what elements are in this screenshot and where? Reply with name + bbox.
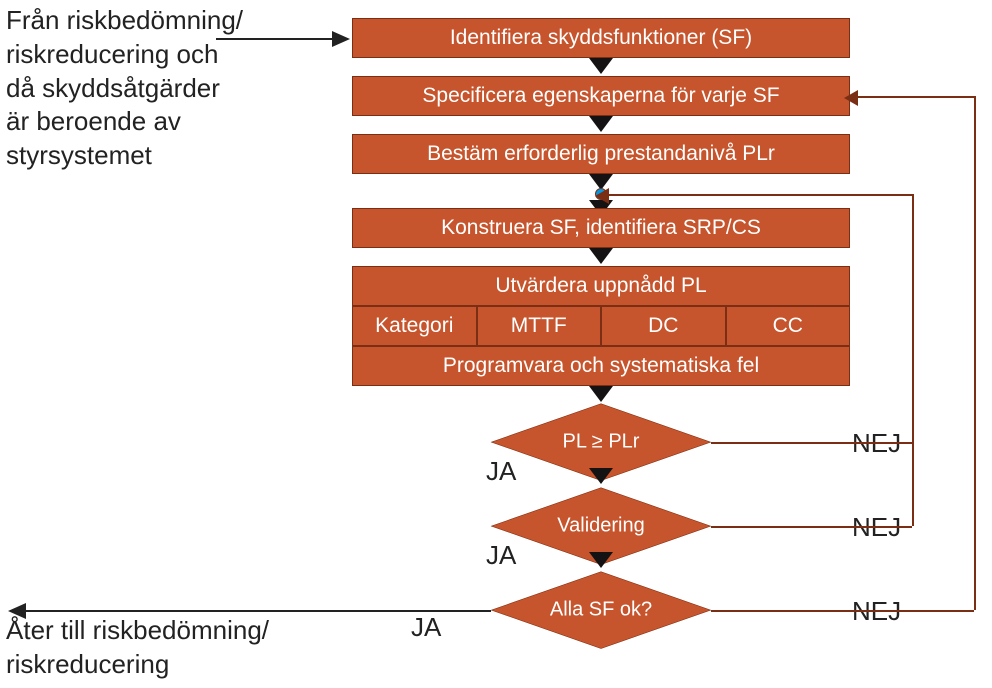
fb-line-d3-h [711, 610, 974, 612]
label-ja-1: JA [486, 456, 516, 487]
side-text-bottom: Åter till riskbedömning/riskreducering [6, 614, 326, 682]
arrow-d2-d3 [589, 552, 613, 568]
arrow-b4-eval [589, 248, 613, 264]
arrow-eval-d1 [589, 386, 613, 402]
decision-pl-ge-plr: PL ≥ PLr [491, 412, 711, 472]
fb-line-d2-h [711, 526, 912, 528]
arrow-d1-d2 [589, 468, 613, 484]
box-eval-footer: Programvara och systematiska fel [352, 346, 850, 386]
arrow-b2-b3 [589, 116, 613, 132]
box-determine-plr: Bestäm erforderlig prestandanivå PLr [352, 134, 850, 174]
box-construct-sf: Konstruera SF, identifiera SRP/CS [352, 208, 850, 248]
fb-line-d1-h [711, 442, 912, 444]
eval-cell-mttf: MTTF [477, 306, 602, 346]
arrow-d3-left-head [8, 603, 26, 619]
decision-pl-ge-plr-label: PL ≥ PLr [563, 431, 640, 454]
decision-all-sf-ok-label: Alla SF ok? [550, 599, 652, 622]
flowchart-canvas: Från riskbedömning/riskreducering ochdå … [0, 0, 992, 688]
box-identify-sf: Identifiera skyddsfunktioner (SF) [352, 18, 850, 58]
fb-line-vertical-outer [974, 96, 976, 610]
eval-cell-kategori: Kategori [352, 306, 477, 346]
decision-validering: Validering [491, 496, 711, 556]
fb-line-top-h [609, 194, 914, 196]
fb-line-vertical-mid [912, 194, 914, 526]
fb-arrow-into-junction [595, 188, 609, 204]
label-ja-2: JA [486, 540, 516, 571]
decision-all-sf-ok: Alla SF ok? [491, 580, 711, 640]
box-evaluate-pl-title: Utvärdera uppnådd PL [352, 266, 850, 306]
fb-arrow-into-b2 [844, 90, 858, 106]
eval-cell-cc: CC [726, 306, 851, 346]
arrow-d3-left-line [26, 610, 491, 612]
arrow-to-b1-head [332, 31, 350, 47]
box-specify-properties: Specificera egenskaperna för varje SF [352, 76, 850, 116]
side-text-top: Från riskbedömning/riskreducering ochdå … [6, 4, 326, 173]
arrow-b1-b2 [589, 58, 613, 74]
arrow-to-b1-line [216, 38, 332, 40]
fb-line-top2-h [858, 96, 976, 98]
decision-validering-label: Validering [557, 515, 644, 538]
eval-cell-dc: DC [601, 306, 726, 346]
label-ja-3: JA [411, 612, 441, 643]
